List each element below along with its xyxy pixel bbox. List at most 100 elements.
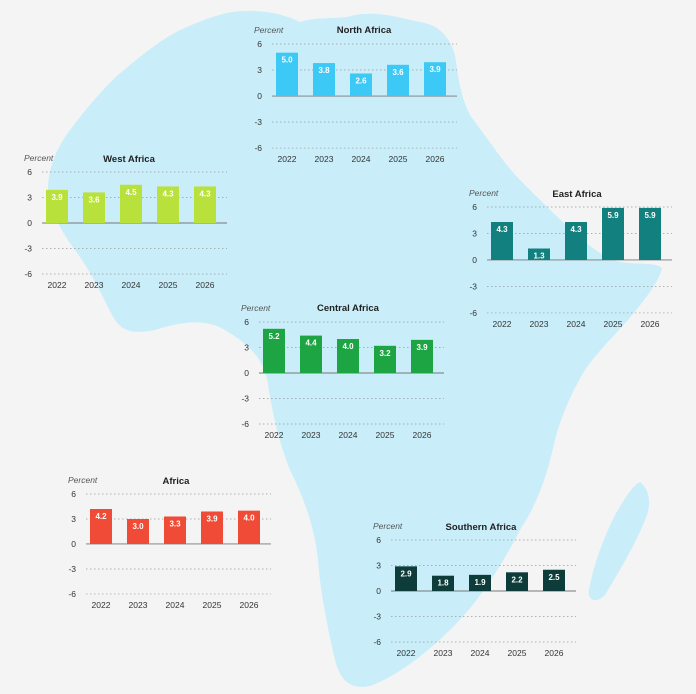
y-tick-label: 6 (472, 202, 477, 212)
chart-title: Africa (163, 476, 191, 487)
y-tick-label: 0 (244, 368, 249, 378)
bar-value-label: 3.9 (51, 193, 63, 202)
y-tick-label: 3 (376, 561, 381, 571)
y-tick-label: 6 (71, 489, 76, 499)
y-unit-label: Percent (24, 153, 54, 163)
x-tick-label: 2024 (567, 319, 586, 329)
y-tick-label: -3 (241, 394, 249, 404)
x-tick-label: 2025 (604, 319, 623, 329)
bar-value-label: 2.6 (355, 76, 367, 85)
bar-value-label: 3.8 (318, 66, 330, 75)
bar-value-label: 5.9 (644, 211, 656, 220)
bar-2022 (491, 222, 513, 260)
x-tick-label: 2023 (434, 648, 453, 658)
bar-2022 (263, 328, 285, 373)
bar-2024 (469, 574, 491, 591)
bar-2023 (300, 335, 322, 373)
x-tick-label: 2026 (641, 319, 660, 329)
x-tick-label: 2026 (196, 280, 215, 290)
y-unit-label: Percent (254, 25, 284, 35)
y-tick-label: -6 (24, 269, 32, 279)
bar-value-label: 4.2 (95, 512, 107, 521)
bar-value-label: 4.3 (570, 225, 582, 234)
x-tick-label: 2024 (339, 430, 358, 440)
y-unit-label: Percent (68, 475, 98, 485)
y-tick-label: -6 (469, 308, 477, 318)
bar-value-label: 2.2 (511, 575, 523, 584)
bar-2022 (276, 52, 298, 97)
y-unit-label: Percent (469, 188, 499, 198)
chart-title: East Africa (552, 189, 602, 200)
y-tick-label: -6 (373, 637, 381, 647)
bar-value-label: 3.0 (132, 522, 144, 531)
y-unit-label: Percent (241, 303, 271, 313)
bar-value-label: 4.0 (243, 514, 255, 523)
chart-title: Southern Africa (446, 522, 518, 533)
madagascar-shape (588, 482, 650, 601)
bar-2026 (639, 207, 661, 260)
bar-2024 (350, 73, 372, 97)
bar-2025 (506, 572, 528, 591)
bar-value-label: 1.9 (474, 578, 486, 587)
x-tick-label: 2022 (265, 430, 284, 440)
bar-2023 (528, 248, 550, 260)
bar-value-label: 3.2 (379, 349, 391, 358)
bar-value-label: 3.9 (416, 343, 428, 352)
bar-2023 (127, 518, 149, 544)
y-tick-label: -3 (24, 244, 32, 254)
bar-value-label: 4.3 (199, 189, 211, 198)
bar-value-label: 2.9 (400, 569, 412, 578)
y-tick-label: 6 (257, 39, 262, 49)
x-tick-label: 2024 (166, 600, 185, 610)
bar-value-label: 5.2 (268, 332, 280, 341)
x-tick-label: 2024 (471, 648, 490, 658)
x-tick-label: 2025 (508, 648, 527, 658)
bar-2026 (543, 569, 565, 591)
x-tick-label: 2026 (426, 154, 445, 164)
bar-value-label: 5.9 (607, 211, 619, 220)
y-tick-label: 3 (257, 65, 262, 75)
bar-2025 (374, 345, 396, 373)
bar-value-label: 1.3 (533, 252, 545, 261)
x-tick-label: 2026 (545, 648, 564, 658)
y-tick-label: -3 (469, 281, 477, 291)
y-tick-label: 3 (27, 193, 32, 203)
bar-2026 (238, 510, 260, 544)
chart-west: Percent West Africa 6 3 0 -3 -6 3.9 2022 3.6 2023 4… (24, 153, 227, 290)
y-tick-label: 0 (257, 91, 262, 101)
bar-2023 (313, 63, 335, 97)
y-tick-label: 6 (376, 535, 381, 545)
x-tick-label: 2024 (352, 154, 371, 164)
x-tick-label: 2022 (48, 280, 67, 290)
chart-title: Central Africa (317, 303, 380, 314)
x-tick-label: 2023 (315, 154, 334, 164)
x-tick-label: 2023 (302, 430, 321, 440)
bar-2025 (602, 207, 624, 260)
x-tick-label: 2023 (129, 600, 148, 610)
x-tick-label: 2022 (397, 648, 416, 658)
x-tick-label: 2026 (240, 600, 259, 610)
x-tick-label: 2023 (530, 319, 549, 329)
x-tick-label: 2025 (376, 430, 395, 440)
x-tick-label: 2025 (203, 600, 222, 610)
chart-central: Percent Central Africa 6 3 0 -3 -6 5.2 2022 4.4 20… (241, 303, 444, 440)
chart-east: Percent East Africa 6 3 0 -3 -6 4.3 2022 1.3 2023 4… (469, 188, 672, 329)
chart-southern: Percent Southern Africa 6 3 0 -3 -6 2.9 2022 1.8 2… (373, 521, 576, 658)
bar-value-label: 3.6 (392, 68, 404, 77)
y-tick-label: -3 (373, 612, 381, 622)
y-tick-label: 3 (472, 228, 477, 238)
bar-2024 (164, 516, 186, 544)
bar-2026 (194, 186, 216, 223)
y-unit-label: Percent (373, 521, 403, 531)
bar-value-label: 1.8 (437, 579, 449, 588)
y-tick-label: 6 (244, 317, 249, 327)
chart-africa: Percent Africa 6 3 0 -3 -6 4.2 2022 3.0 2023 3.3 202… (68, 475, 271, 610)
bar-value-label: 3.6 (88, 195, 100, 204)
bar-2022 (46, 189, 68, 223)
bar-2024 (337, 339, 359, 373)
bar-2023 (432, 575, 454, 591)
x-tick-label: 2023 (85, 280, 104, 290)
x-tick-label: 2024 (122, 280, 141, 290)
bar-value-label: 5.0 (281, 56, 293, 65)
